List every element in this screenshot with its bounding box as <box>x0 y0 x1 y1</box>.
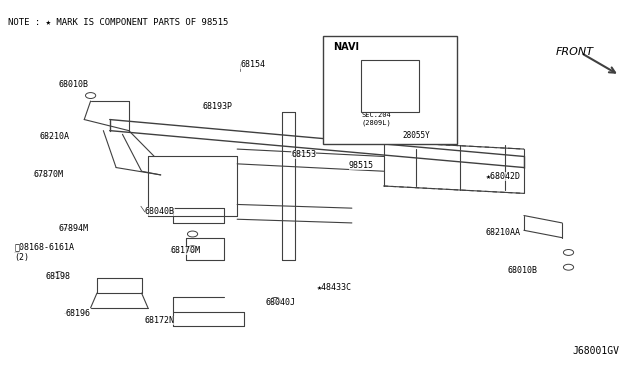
Text: 68198: 68198 <box>46 272 71 281</box>
Text: 68196: 68196 <box>65 309 90 318</box>
Text: ★68042D: ★68042D <box>486 172 521 181</box>
Text: 68040J: 68040J <box>266 298 296 307</box>
Text: 68170M: 68170M <box>170 246 200 255</box>
Text: 68040B: 68040B <box>145 207 175 217</box>
Text: 67870M: 67870M <box>33 170 63 179</box>
Text: SEC.204
(2809L): SEC.204 (2809L) <box>362 112 391 126</box>
Text: 68210AA: 68210AA <box>486 228 521 237</box>
Text: 98515: 98515 <box>349 161 374 170</box>
Text: 28055Y: 28055Y <box>403 131 431 140</box>
Text: ⑤08168-6161A
(2): ⑤08168-6161A (2) <box>14 243 74 262</box>
Text: 68154: 68154 <box>241 60 266 69</box>
Text: FRONT: FRONT <box>556 47 594 57</box>
Text: ★48433C: ★48433C <box>317 283 352 292</box>
Text: 28055YA: 28055YA <box>362 86 394 94</box>
Text: NAVI: NAVI <box>333 42 359 52</box>
Bar <box>362 61 419 112</box>
Text: 68010B: 68010B <box>59 80 89 89</box>
Text: 68172N: 68172N <box>145 316 175 325</box>
Text: 68193P: 68193P <box>202 102 232 111</box>
Text: 67894M: 67894M <box>59 224 89 233</box>
Text: 68153: 68153 <box>291 150 316 159</box>
FancyBboxPatch shape <box>323 36 457 144</box>
Text: 68210A: 68210A <box>40 132 70 141</box>
Text: 68010B: 68010B <box>508 266 538 275</box>
Text: NOTE : ★ MARK IS COMPONENT PARTS OF 98515: NOTE : ★ MARK IS COMPONENT PARTS OF 9851… <box>8 18 228 27</box>
Text: J68001GV: J68001GV <box>573 346 620 356</box>
